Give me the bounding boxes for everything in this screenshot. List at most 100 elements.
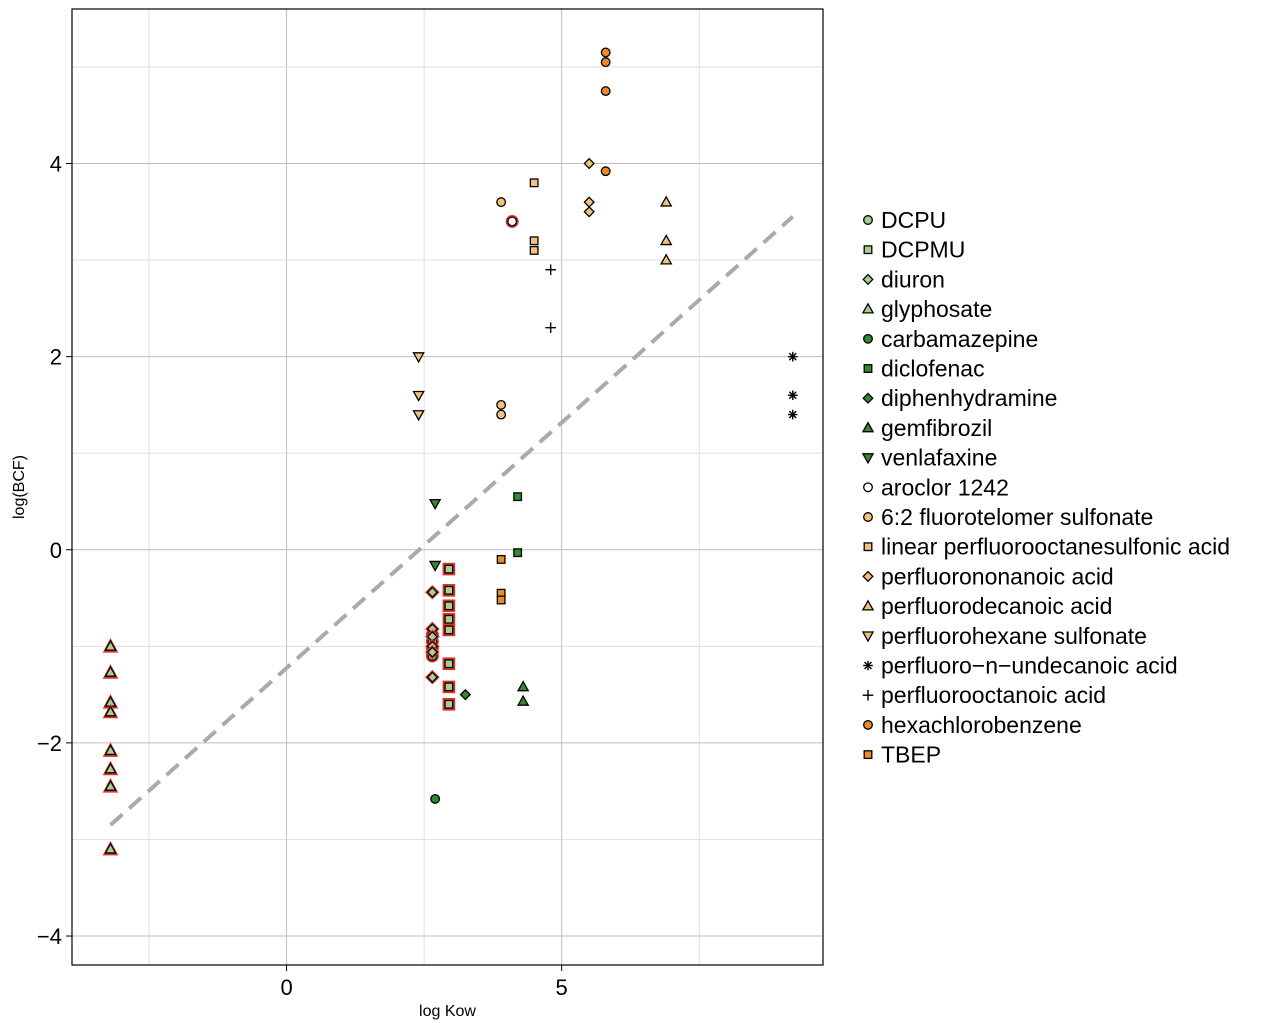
legend-label: DCPU [881,207,946,233]
legend-key [863,215,873,225]
legend-key [861,302,875,314]
legend-label: diuron [881,266,945,292]
data-point [583,157,595,170]
data-point [459,688,472,701]
data-point [442,623,456,637]
y-tick-label: 4 [50,152,62,177]
data-point [583,206,595,218]
data-point [583,196,595,208]
data-point [496,554,506,564]
grid-lines [72,9,823,965]
data-point [102,742,119,757]
reference-line-layer [109,215,795,827]
data-point [412,390,425,402]
legend-key [861,421,875,433]
legend-key [861,453,875,465]
data-point [787,351,798,362]
data-point [513,548,523,558]
legend-label: perfluorohexane sulfonate [881,623,1147,649]
legend-label: perfluorodecanoic acid [881,593,1112,619]
legend-label: linear perfluorooctanesulfonic acid [881,534,1230,560]
legend-key [863,660,873,671]
data-point [496,399,507,410]
data-point [102,703,119,719]
legend-key [863,542,873,552]
y-axis-ticks: −4 −2 0 2 4 [37,152,72,949]
data-point [659,253,673,265]
data-point [428,498,442,511]
legend-key [862,273,874,286]
legend-key [863,512,873,522]
legend-label: aroclor 1242 [881,474,1009,500]
data-point [442,657,456,671]
y-axis-title: log(BCF) [11,455,28,519]
data-point [412,410,425,422]
legend-label: TBEP [881,742,941,768]
y-tick-label: −2 [37,731,62,756]
legend-label: gemfibrozil [881,415,992,441]
data-point [513,492,523,502]
data-point [600,47,611,58]
data-point [102,638,119,653]
data-point [442,599,456,613]
y-tick-label: −4 [37,924,62,949]
legend-key [863,719,873,730]
data-point [428,560,442,572]
data-point [496,595,506,605]
legend-key [863,333,873,344]
data-point [442,680,456,694]
legend-label: diphenhydramine [881,385,1057,411]
data-point [529,245,539,255]
data-point [787,409,798,420]
legend-key [861,631,875,643]
data-point [412,352,425,364]
plot-frame [71,8,824,966]
x-tick-label: 0 [280,975,292,1000]
data-point [430,793,441,804]
data-point [442,562,456,576]
data-point [600,57,611,68]
data-point [659,195,673,207]
data-point [442,612,456,626]
legend-label: glyphosate [881,296,992,322]
data-point [516,694,530,706]
data-point [496,409,507,420]
data-point [529,236,539,246]
legend-key [862,392,874,404]
legend-label: hexachlorobenzene [881,712,1082,738]
data-point [425,584,440,600]
data-point [545,264,556,276]
data-point [102,760,119,776]
data-point [102,778,119,793]
data-point [425,669,440,685]
legend-label: diclofenac [881,356,985,382]
data-point [516,680,530,692]
x-tick-label: 5 [556,975,568,1000]
reference-line [109,215,795,827]
data-point [545,322,556,333]
y-tick-label: 0 [50,538,62,563]
data-point [659,234,673,246]
data-point [442,697,456,711]
x-axis-title: log Kow [419,1003,476,1020]
data-points [102,47,798,856]
legend-key [861,599,875,611]
y-tick-label: 2 [50,345,62,370]
legend-key [863,245,873,255]
data-point [102,840,119,856]
legend-key [863,364,873,373]
legend: DCPU DCPMU diuron glyphosate carbamazepine di… [861,207,1230,768]
legend-label: perfluoro−n−undecanoic acid [881,653,1178,679]
data-point [425,644,440,660]
legend-key [863,482,873,493]
data-point [600,166,611,177]
legend-label: carbamazepine [881,326,1038,352]
data-point [600,86,611,97]
legend-key [863,750,873,760]
legend-label: 6:2 fluorotelomer sulfonate [881,504,1153,530]
data-point [787,390,798,401]
legend-key [862,689,874,701]
data-point [442,584,456,597]
